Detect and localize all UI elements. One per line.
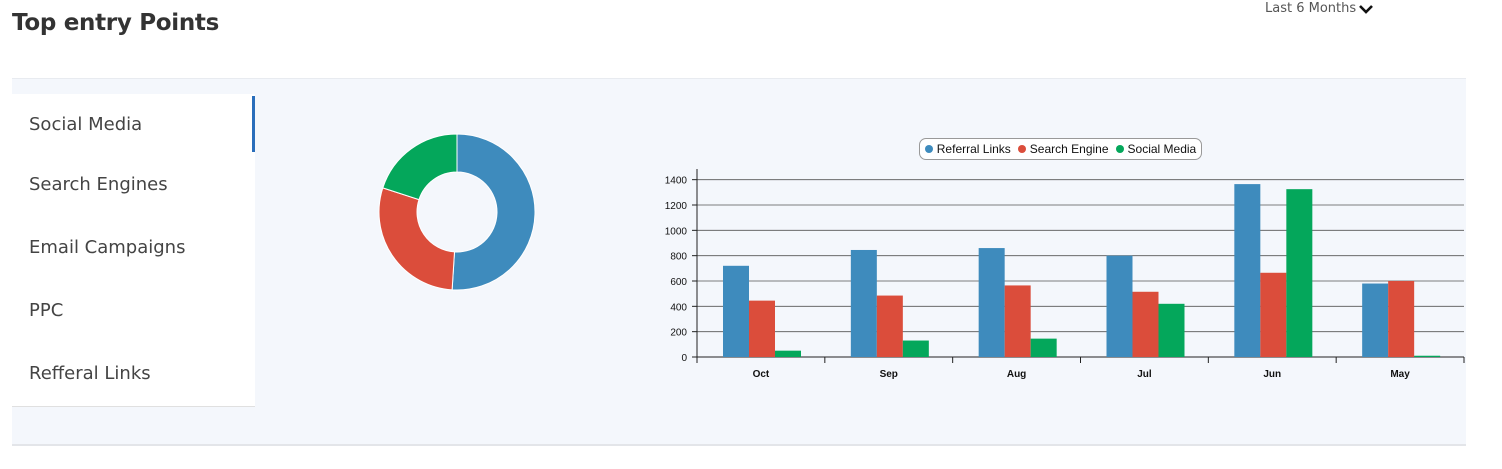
bar-referral-links-aug[interactable] (978, 248, 1005, 357)
menu-item-label: PPC (29, 299, 64, 321)
bar-referral-links-oct[interactable] (723, 265, 749, 357)
legend-dot-icon (1017, 145, 1026, 153)
x-tick-label: Aug (1007, 369, 1026, 380)
y-tick-label: 1200 (665, 201, 688, 212)
bar-referral-links-jun[interactable] (1234, 184, 1261, 357)
bar-search-engine-sep[interactable] (876, 295, 903, 357)
y-tick-label: 0 (681, 353, 687, 364)
donut-slice-social-media[interactable] (382, 133, 458, 201)
bar-social-media-sep[interactable] (902, 340, 929, 357)
entry-points-menu: Social Media Search Engines Email Campai… (12, 94, 255, 407)
bar-social-media-jun[interactable] (1286, 189, 1313, 357)
bar-social-media-oct[interactable] (775, 350, 801, 357)
bar-referral-links-sep[interactable] (850, 249, 877, 357)
donut-slice-search-engine[interactable] (378, 187, 456, 291)
legend-item-search[interactable]: Search Engine (1017, 142, 1109, 156)
legend-item-social[interactable]: Social Media (1115, 142, 1197, 156)
y-tick-label: 200 (670, 328, 687, 339)
donut-slice-referral-links[interactable] (451, 133, 536, 291)
bar-social-media-jul[interactable] (1158, 303, 1185, 357)
menu-item-ppc[interactable]: PPC (12, 282, 255, 338)
chart-legend: Referral Links Search Engine Social Medi… (919, 138, 1202, 160)
menu-item-search-engines[interactable]: Search Engines (12, 156, 255, 212)
bar-search-engine-aug[interactable] (1004, 285, 1031, 357)
menu-item-label: Social Media (29, 113, 143, 135)
period-label: Last 6 Months (1265, 1, 1357, 16)
menu-item-social-media[interactable]: Social Media (12, 96, 255, 152)
legend-label: Search Engine (1029, 142, 1109, 156)
y-tick-label: 800 (670, 252, 687, 263)
x-tick-label: Jun (1263, 369, 1281, 380)
bar-social-media-aug[interactable] (1030, 338, 1057, 357)
bar-referral-links-jul[interactable] (1106, 255, 1133, 357)
legend-label: Social Media (1127, 142, 1197, 156)
bar-search-engine-may[interactable] (1388, 281, 1415, 357)
y-tick-label: 1400 (665, 176, 688, 187)
legend-label: Referral Links (936, 142, 1011, 156)
menu-item-label: Search Engines (29, 173, 168, 195)
bar-search-engine-jun[interactable] (1260, 272, 1287, 357)
chevron-down-icon (1358, 3, 1374, 15)
menu-item-label: Email Campaigns (29, 236, 186, 258)
y-tick-label: 1000 (665, 226, 688, 237)
y-tick-label: 400 (670, 302, 687, 313)
legend-dot-icon (1115, 145, 1124, 153)
legend-item-referral[interactable]: Referral Links (924, 142, 1011, 156)
bar-referral-links-may[interactable] (1362, 283, 1389, 357)
menu-item-refferal-links[interactable]: Refferal Links (12, 345, 255, 401)
bar-search-engine-jul[interactable] (1132, 291, 1159, 357)
x-tick-label: Jul (1137, 369, 1152, 380)
page-title: Top entry Points (12, 10, 220, 36)
menu-item-label: Refferal Links (29, 362, 151, 384)
bar-social-media-may[interactable] (1414, 355, 1441, 357)
x-tick-label: Oct (753, 369, 770, 380)
bar-chart: 0 200 400 600 800 1000 1200 1400 Oct Sep Aug Jul Jun… (665, 169, 1465, 380)
bar-search-engine-oct[interactable] (749, 300, 775, 357)
x-tick-label: May (1390, 369, 1410, 380)
legend-dot-icon (924, 145, 933, 153)
x-tick-label: Sep (880, 369, 898, 380)
menu-item-email-campaigns[interactable]: Email Campaigns (12, 219, 255, 275)
period-dropdown[interactable]: Last 6 Months (1265, 1, 1374, 16)
y-tick-label: 600 (670, 277, 687, 288)
donut-chart (378, 133, 536, 291)
